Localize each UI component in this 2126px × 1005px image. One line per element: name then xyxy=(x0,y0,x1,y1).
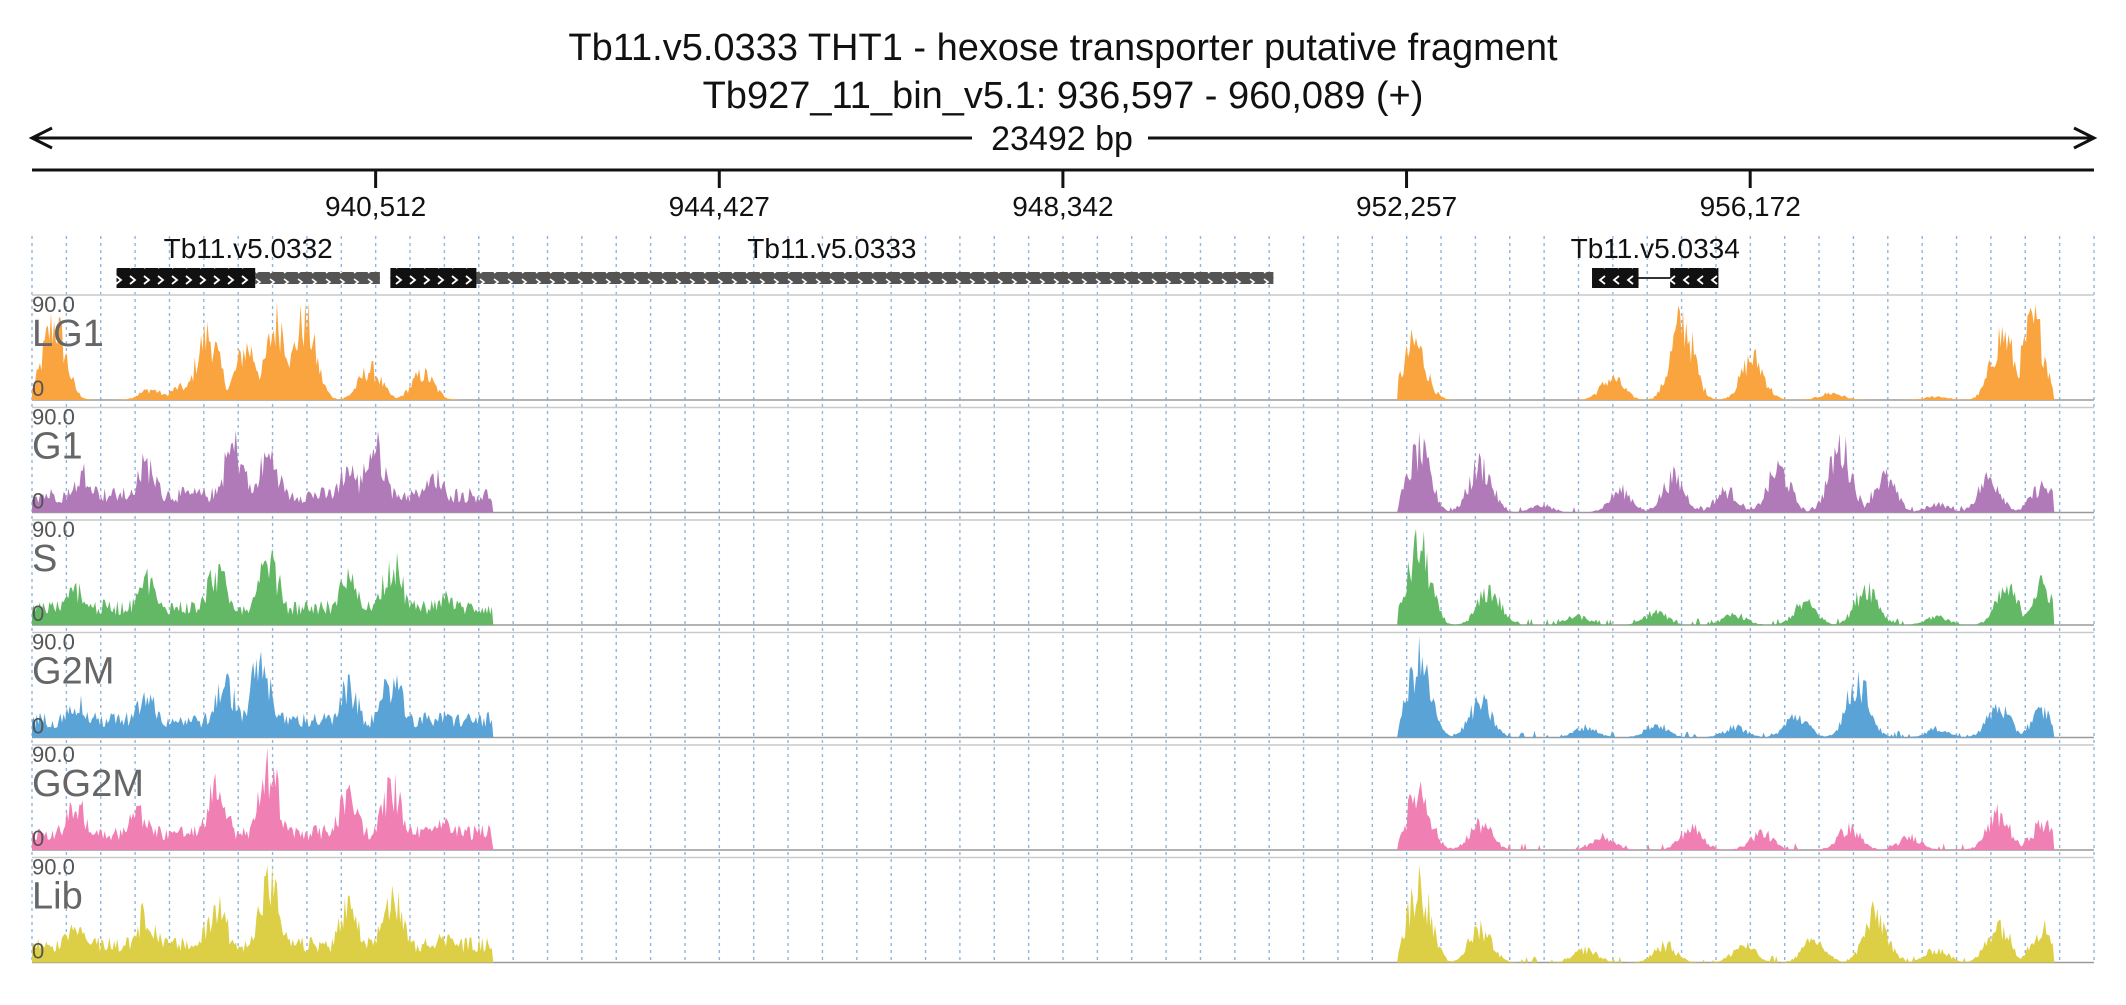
coverage-area-G1 xyxy=(32,430,2094,512)
gene-exon xyxy=(390,268,476,288)
track-name: G1 xyxy=(32,426,83,468)
title-line2: Tb927_11_bin_v5.1: 936,597 - 960,089 (+) xyxy=(703,75,1424,117)
gene-exon xyxy=(1670,268,1718,288)
track-name: Lib xyxy=(32,876,83,918)
track-name: GG2M xyxy=(32,763,144,805)
gene-annotation-track: Tb11.v5.0332 Tb11.v5.0333 Tb11.v5.0334 xyxy=(117,233,1740,288)
length-indicator: 23492 bp xyxy=(32,120,2094,158)
track-min-label: 0 xyxy=(32,826,44,851)
coverage-area-S xyxy=(32,529,2094,625)
scale-tick-label: 952,257 xyxy=(1356,191,1457,222)
track-min-label: 0 xyxy=(32,489,44,514)
track-min-label: 0 xyxy=(32,601,44,626)
gene-label: Tb11.v5.0333 xyxy=(747,233,916,264)
coverage-area-Lib xyxy=(32,865,2094,963)
track-name: G2M xyxy=(32,651,114,693)
gene-exon xyxy=(117,268,256,288)
track-min-label: 0 xyxy=(32,939,44,964)
length-label: 23492 bp xyxy=(991,120,1133,158)
gene-Tb11.v5.0334[interactable]: Tb11.v5.0334 xyxy=(1571,233,1740,288)
scale-tick-label: 940,512 xyxy=(325,191,426,222)
gene-utr xyxy=(476,272,1273,284)
scale-tick-label: 956,172 xyxy=(1700,191,1801,222)
track-min-label: 0 xyxy=(32,376,44,401)
track-name: S xyxy=(32,538,57,580)
scale-ticks: 940,512 944,427 948,342 952,257 956,172 xyxy=(325,170,1801,222)
gene-utr xyxy=(255,272,380,284)
track-min-label: 0 xyxy=(32,714,44,739)
gene-label: Tb11.v5.0334 xyxy=(1571,233,1740,264)
gene-label: Tb11.v5.0332 xyxy=(164,233,333,264)
scale-tick-label: 944,427 xyxy=(669,191,770,222)
gene-Tb11.v5.0332[interactable]: Tb11.v5.0332 xyxy=(117,233,380,288)
title-line1: Tb11.v5.0333 THT1 - hexose transporter p… xyxy=(568,27,1558,69)
track-name: LG1 xyxy=(32,313,104,355)
gene-exon xyxy=(1592,268,1639,288)
scale-tick-label: 948,342 xyxy=(1012,191,1113,222)
gene-Tb11.v5.0333[interactable]: Tb11.v5.0333 xyxy=(390,233,1273,288)
